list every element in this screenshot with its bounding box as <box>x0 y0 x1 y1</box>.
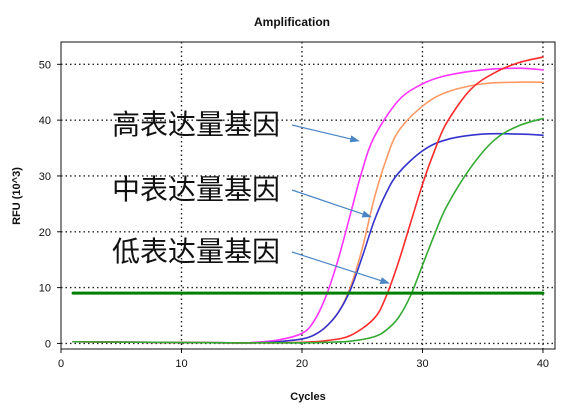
y-tick-label: 20 <box>39 227 51 239</box>
chart-title: Amplification <box>254 15 330 29</box>
annotation-label-2: 中表达量基因 <box>112 173 280 206</box>
x-tick-label: 40 <box>537 358 549 370</box>
x-tick-label: 20 <box>296 358 308 370</box>
annotation-label-3: 低表达量基因 <box>112 235 280 268</box>
annotation-arrow-3 <box>291 251 390 284</box>
x-tick-label: 30 <box>416 358 428 370</box>
ticks-layer: 0 10 20 30 40 0 10 20 30 40 50 <box>39 59 549 370</box>
x-axis-label: Cycles <box>290 391 325 403</box>
amplification-curve-5 <box>72 117 544 344</box>
y-tick-label: 50 <box>39 59 51 71</box>
series-layer <box>71 56 545 344</box>
y-tick-label: 40 <box>39 115 51 127</box>
annotation-label-1: 高表达量基因 <box>112 108 280 141</box>
y-axis-label: RFU (10^3) <box>11 167 23 225</box>
annotation-arrow-1 <box>291 124 360 143</box>
y-tick-label: 30 <box>39 171 51 183</box>
x-tick-label: 10 <box>175 358 187 370</box>
grid-layer <box>61 42 555 349</box>
y-tick-label: 0 <box>45 338 51 350</box>
annotation-arrow-2 <box>291 189 372 218</box>
x-tick-label: 0 <box>58 358 64 370</box>
y-tick-label: 10 <box>39 283 51 295</box>
